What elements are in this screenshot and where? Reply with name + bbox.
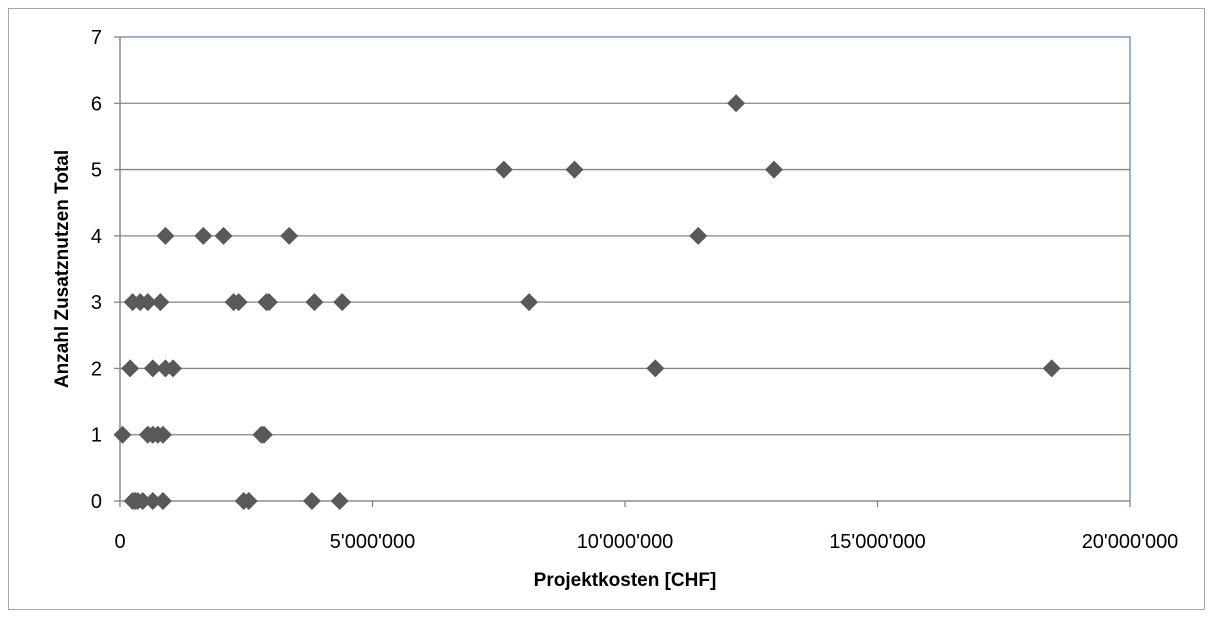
data-point-marker [143, 492, 162, 510]
y-tick-label: 0 [91, 491, 102, 513]
y-tick-label: 4 [91, 226, 102, 248]
x-tick-label: 10'000'000 [577, 531, 674, 553]
data-point-marker [156, 226, 175, 245]
data-point-marker [764, 160, 783, 179]
data-point-marker [229, 293, 248, 312]
data-point-marker [646, 359, 665, 378]
y-axis-title: Anzahl Zusatznutzen Total [52, 150, 73, 388]
x-tick-label: 20'000'000 [1082, 531, 1179, 553]
y-tick-label: 2 [91, 358, 102, 380]
data-point-marker [333, 293, 352, 312]
data-point-marker [239, 492, 258, 510]
x-tick-label: 15'000'000 [829, 531, 926, 553]
plot-area-border [119, 36, 1131, 502]
data-point-marker [121, 359, 140, 378]
y-tick-label: 7 [91, 27, 102, 49]
data-point-marker [520, 293, 539, 312]
data-points [113, 94, 1061, 510]
y-tick-label: 6 [91, 93, 102, 115]
data-point-marker [1042, 359, 1061, 378]
data-point-marker [565, 160, 584, 179]
grid-lines [120, 102, 1130, 436]
chart-frame [8, 8, 1205, 610]
data-point-marker [133, 492, 152, 510]
x-axis-title: Projektkosten [CHF] [534, 570, 717, 591]
data-point-marker [494, 160, 513, 179]
data-point-marker [689, 226, 708, 245]
x-tick-label: 5'000'000 [330, 531, 416, 553]
y-tick-label: 5 [91, 160, 102, 182]
y-tick-label: 3 [91, 292, 102, 314]
y-tick-labels: 0 1 2 3 4 5 6 7 [91, 27, 102, 513]
data-point-marker [194, 226, 213, 245]
data-point-marker [143, 359, 162, 378]
data-point-marker [727, 94, 746, 113]
x-tick-labels: 0 5'000'000 10'000'000 15'000'000 20'000'000 [114, 531, 1178, 553]
x-tick-label: 0 [114, 531, 125, 553]
data-point-marker [254, 425, 273, 444]
y-tick-label: 1 [91, 425, 102, 447]
data-point-marker [151, 293, 170, 312]
data-point-marker [305, 293, 324, 312]
data-point-marker [214, 226, 233, 245]
data-point-marker [153, 492, 172, 510]
data-point-marker [302, 492, 321, 510]
data-point-marker [280, 226, 299, 245]
data-point-marker [259, 293, 278, 312]
data-point-marker [113, 425, 132, 444]
data-point-marker [153, 425, 172, 444]
data-point-marker [330, 492, 349, 510]
data-point-marker [164, 359, 183, 378]
data-point-marker [138, 293, 157, 312]
